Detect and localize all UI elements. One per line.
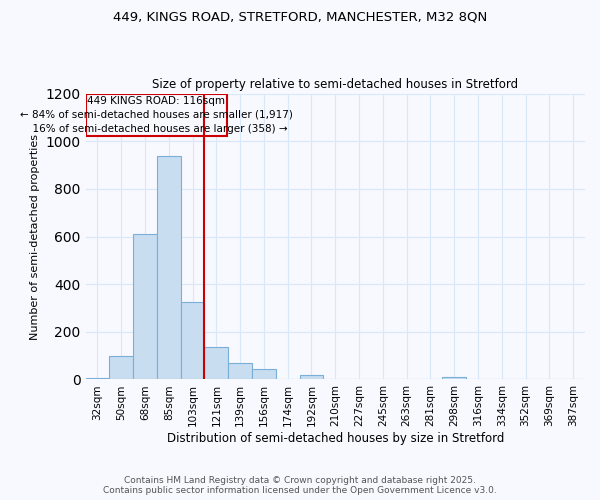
Bar (299, 374, 323, 380)
FancyBboxPatch shape (86, 94, 227, 136)
Y-axis label: Number of semi-detached properties: Number of semi-detached properties (30, 134, 40, 340)
Bar (109, 356, 133, 380)
Bar (205, 348, 228, 380)
Text: Contains HM Land Registry data © Crown copyright and database right 2025.
Contai: Contains HM Land Registry data © Crown c… (103, 476, 497, 495)
Bar (442, 377, 466, 380)
Bar (181, 302, 205, 380)
Bar (228, 363, 252, 380)
Bar (133, 234, 157, 380)
Bar (252, 370, 276, 380)
Text: 449, KINGS ROAD, STRETFORD, MANCHESTER, M32 8QN: 449, KINGS ROAD, STRETFORD, MANCHESTER, … (113, 10, 487, 23)
Bar (86, 378, 109, 380)
Bar (157, 156, 181, 380)
X-axis label: Distribution of semi-detached houses by size in Stretford: Distribution of semi-detached houses by … (167, 432, 504, 445)
Text: 449 KINGS ROAD: 116sqm
← 84% of semi-detached houses are smaller (1,917)
  16% o: 449 KINGS ROAD: 116sqm ← 84% of semi-det… (20, 96, 293, 134)
Title: Size of property relative to semi-detached houses in Stretford: Size of property relative to semi-detach… (152, 78, 518, 91)
